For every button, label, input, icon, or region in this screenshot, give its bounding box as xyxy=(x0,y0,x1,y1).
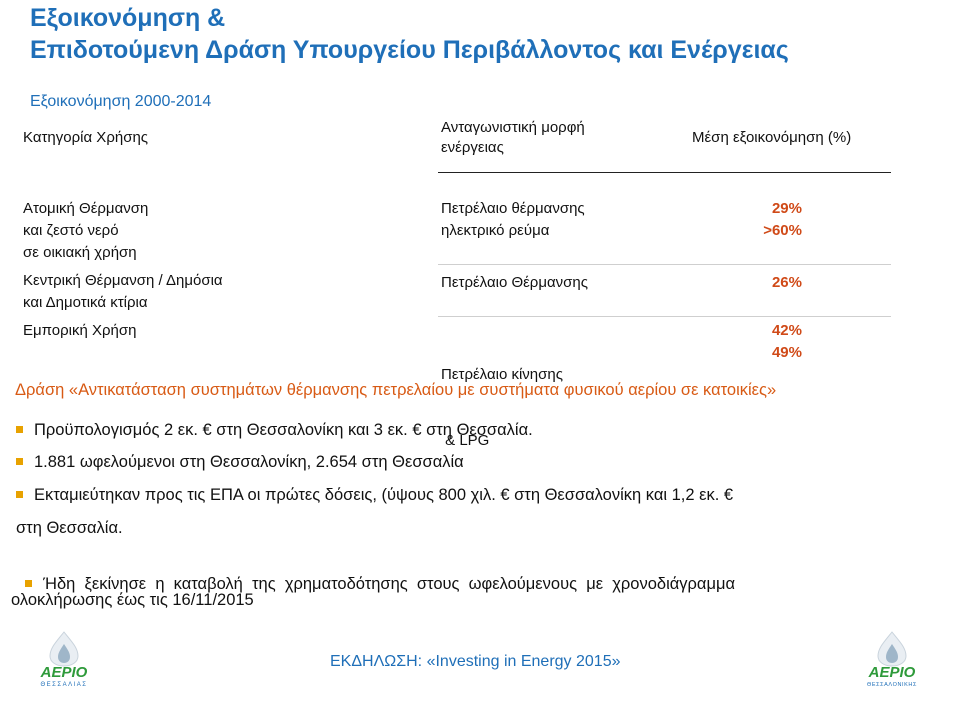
row1-energy: Πετρέλαιο θέρμανσης ηλεκτρικό ρεύμα xyxy=(441,200,585,239)
svg-text:ΘΕΣΣΑΛΙΑΣ: ΘΕΣΣΑΛΙΑΣ xyxy=(41,682,88,688)
header-category: Κατηγορία Χρήσης xyxy=(23,129,149,146)
row3-category: Εμπορική Χρήση xyxy=(23,322,137,339)
subtitle: Εξοικονόμηση 2000-2014 xyxy=(30,93,212,110)
bullet-continuation: στη Θεσσαλία. xyxy=(16,519,123,537)
header-saving: Μέση εξοικονόμηση (%) xyxy=(692,129,852,146)
svg-text:ΑΕΡΙΟ: ΑΕΡΙΟ xyxy=(868,664,916,681)
svg-text:ΘΕΣΣΑΛΟΝΙΚΗΣ: ΘΕΣΣΑΛΟΝΙΚΗΣ xyxy=(867,682,917,688)
bullet-item: Προϋπολογισμός 2 εκ. € στη Θεσσαλονίκη κ… xyxy=(16,421,533,440)
aerio-thessalias-logo: ΑΕΡΙΟ ΘΕΣΣΑΛΙΑΣ xyxy=(28,630,100,688)
row1-category: Ατομική Θέρμανση και ζεστό νερό σε οικια… xyxy=(23,200,149,261)
bullet-square-icon xyxy=(25,580,33,587)
row3-saving: 42% 49% xyxy=(771,322,802,361)
bullet-item: Εκταμιεύτηκαν προς τις ΕΠΑ οι πρώτες δόσ… xyxy=(16,486,733,505)
row3-energy: Πετρέλαιο κίνησης & LPG xyxy=(441,366,563,449)
title-line-2: Επιδοτούμενη Δράση Υπουργείου Περιβάλλον… xyxy=(30,36,789,64)
row2-category: Κεντρική Θέρμανση / Δημόσια και Δημοτικά… xyxy=(23,272,223,311)
row-divider xyxy=(438,264,891,265)
row2-energy: Πετρέλαιο Θέρμανσης xyxy=(441,274,588,291)
bullet-continuation: ολοκλήρωσης έως τις 16/11/2015 xyxy=(11,591,254,609)
header-divider xyxy=(438,172,891,173)
bullet-square-icon xyxy=(16,491,23,498)
bullet-square-icon xyxy=(16,458,23,465)
svg-text:ΑΕΡΙΟ: ΑΕΡΙΟ xyxy=(40,664,88,681)
row1-saving: 29% >60% xyxy=(763,200,802,239)
row-divider xyxy=(438,316,891,317)
bullet-item: Ήδη ξεκίνησε η καταβολή της χρηματοδότησ… xyxy=(16,556,735,594)
action-title: Δράση «Αντικατάσταση συστημάτων θέρμανση… xyxy=(15,381,777,399)
bullet-item: 1.881 ωφελούμενοι στη Θεσσαλονίκη, 2.654… xyxy=(16,453,464,472)
title-line-1: Εξοικονόμηση & xyxy=(30,4,226,32)
footer-event: ΕΚΔΗΛΩΣΗ: «Investing in Energy 2015» xyxy=(330,653,621,670)
aerio-thessalonikis-logo: ΑΕΡΙΟ ΘΕΣΣΑΛΟΝΙΚΗΣ xyxy=(856,630,928,688)
header-energy: Ανταγωνιστική μορφή ενέργειας xyxy=(441,119,585,156)
slide-title: Εξοικονόμηση & Επιδοτούμενη Δράση Υπουργ… xyxy=(30,2,789,66)
bullet-square-icon xyxy=(16,426,23,433)
row2-saving: 26% xyxy=(771,274,802,291)
